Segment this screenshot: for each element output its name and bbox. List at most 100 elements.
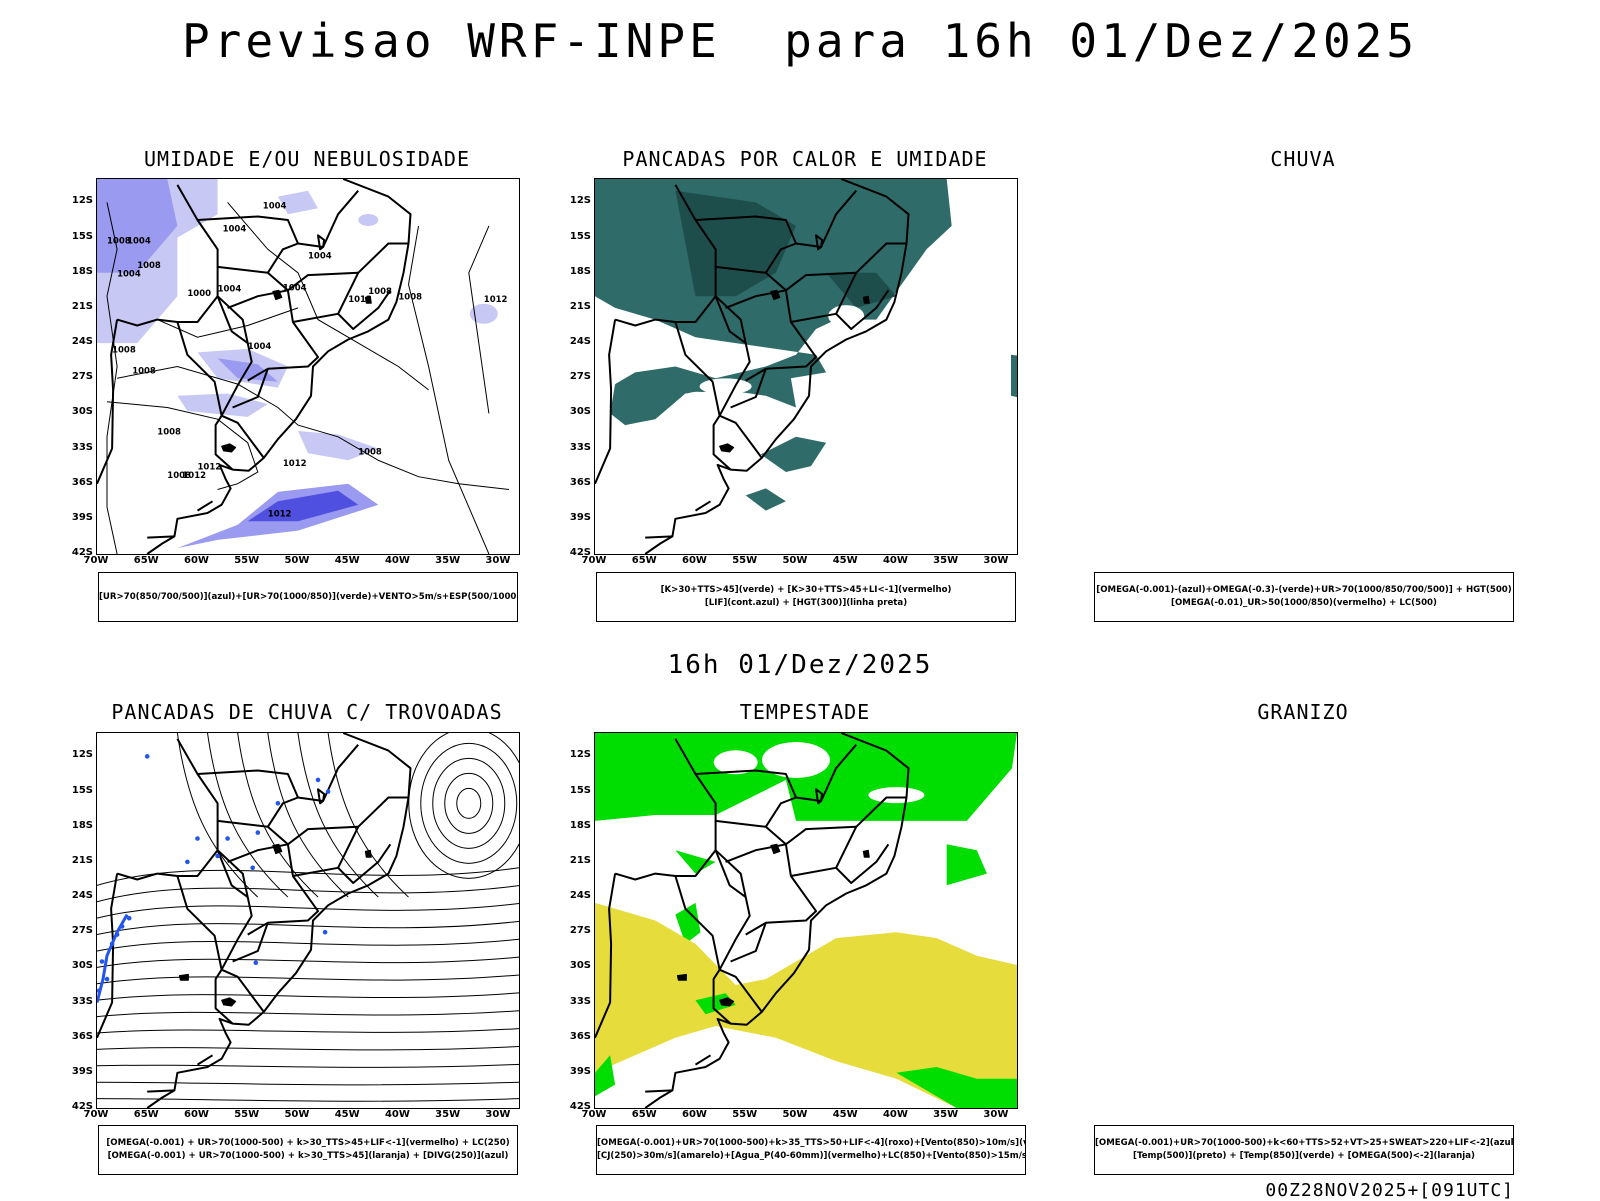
lon-tick-label: 45W [334, 1109, 360, 1120]
state-border [116, 872, 178, 881]
state-border [694, 500, 712, 512]
lat-tick-label: 18S [569, 819, 591, 831]
lat-tick-label: 18S [71, 265, 93, 277]
lat-tick-label: 24S [569, 890, 591, 902]
state-border [595, 319, 617, 485]
lat-tick-label: 36S [71, 1030, 93, 1042]
lon-tick-label: 65W [631, 555, 657, 566]
lon-tick-label: 65W [133, 555, 159, 566]
lat-tick-label: 33S [71, 441, 93, 453]
coastline [146, 733, 412, 1108]
lon-tick-label: 60W [183, 1109, 209, 1120]
isobar-label: 1008 [157, 428, 181, 438]
thunder-cell [195, 836, 200, 841]
run-footer: 00Z28NOV2025+[091UTC] [1265, 1180, 1514, 1201]
thunder-cell [126, 915, 132, 921]
state-border [614, 318, 676, 327]
state-border [147, 535, 175, 539]
lon-tick-label: 55W [234, 555, 260, 566]
isobar-label: 1004 [127, 237, 151, 247]
lat-tick-label: 30S [71, 960, 93, 972]
lon-tick-label: 40W [882, 555, 908, 566]
lat-tick-label: 42S [71, 1101, 93, 1112]
lon-tick-label: 30W [983, 555, 1009, 566]
legend-umidade: [UR>70(850/700/500)](azul)+[UR>70(1000/8… [98, 572, 518, 622]
lat-tick-label: 33S [569, 995, 591, 1007]
state-border [674, 184, 763, 459]
legend-trovoadas: [OMEGA(-0.001) + UR>70(1000-500) + k>30_… [98, 1125, 518, 1175]
thunder-cell [253, 960, 259, 965]
shaded-area [298, 431, 379, 461]
lat-tick-label: 36S [569, 476, 591, 488]
lake [221, 997, 237, 1007]
legend-line: [UR>70(850/700/500)](azul)+[UR>70(1000/8… [99, 591, 518, 602]
state-border [217, 819, 319, 936]
lat-tick-label: 21S [71, 300, 93, 312]
state-border [176, 184, 265, 459]
lon-tick-label: 45W [832, 1109, 858, 1120]
lon-tick-label: 70W [581, 1109, 607, 1120]
isobar-label: 1008 [137, 261, 161, 271]
state-border [287, 271, 359, 292]
shaded-area [760, 436, 827, 472]
lon-tick-label: 45W [832, 555, 858, 566]
thunder-cell [99, 959, 105, 964]
lat-tick-label: 27S [569, 371, 591, 383]
lat-tick-label: 36S [71, 476, 93, 488]
isobar-label: 1004 [283, 283, 307, 293]
state-border [764, 796, 797, 828]
shaded-area [177, 393, 268, 417]
state-border [337, 242, 409, 315]
state-border [764, 242, 797, 274]
state-border [196, 500, 214, 512]
isobar-label: 1012 [348, 295, 372, 305]
panel-title-granizo: GRANIZO [1257, 700, 1349, 724]
lat-tick-label: 30S [71, 406, 93, 418]
isobar-label: 1008 [107, 237, 131, 247]
state-border [197, 190, 359, 248]
lon-tick-label: 40W [384, 1109, 410, 1120]
lat-tick-label: 27S [71, 371, 93, 383]
lon-tick-label: 40W [882, 1109, 908, 1120]
isobar-label: 1008 [132, 367, 156, 377]
lake [272, 289, 283, 301]
state-border [292, 289, 392, 330]
panel-title-chuva: CHUVA [1270, 147, 1336, 171]
state-border [835, 242, 907, 315]
lon-tick-label: 45W [334, 555, 360, 566]
lon-tick-label: 70W [581, 555, 607, 566]
state-border [785, 271, 857, 292]
lake [862, 295, 870, 304]
state-border [712, 969, 732, 1025]
shaded-area [675, 850, 716, 874]
lon-tick-label: 30W [485, 555, 511, 566]
lat-tick-label: 30S [569, 960, 591, 972]
lake [770, 843, 781, 855]
lon-tick-label: 30W [485, 1109, 511, 1120]
lon-tick-label: 35W [435, 555, 461, 566]
legend-line: [LIF](cont.azul) + [HGT(300)](linha pret… [704, 598, 908, 608]
state-border [674, 849, 721, 970]
isobar-label: 1004 [248, 342, 272, 352]
shaded-area [1011, 354, 1017, 398]
panel-title-trovoadas: PANCADAS DE CHUVA C/ TROVOADAS [111, 700, 503, 724]
streamlines [97, 733, 519, 1102]
state-border [217, 265, 319, 382]
state-border [674, 295, 721, 416]
state-border [317, 234, 326, 251]
mid-time-label: 16h 01/Dez/2025 [667, 650, 933, 680]
thunder-cell [250, 865, 255, 871]
state-border [214, 969, 234, 1025]
thunder-cell [322, 929, 328, 935]
legend-pancadas-calor: [K>30+TTS>45](verde) + [K>30+TTS>45+LI<-… [596, 572, 1016, 622]
lake [719, 997, 735, 1007]
isobar-label: 1000 [187, 289, 211, 299]
lon-tick-label: 70W [83, 1109, 109, 1120]
shaded-area [277, 190, 318, 215]
lat-tick-label: 15S [71, 784, 93, 796]
state-border [785, 825, 857, 846]
panel-title-tempestade: TEMPESTADE [739, 700, 871, 724]
state-border [815, 788, 824, 805]
legend-chuva: [OMEGA(-0.001)-(azul)+OMEGA(-0.3)-(verde… [1094, 572, 1514, 622]
